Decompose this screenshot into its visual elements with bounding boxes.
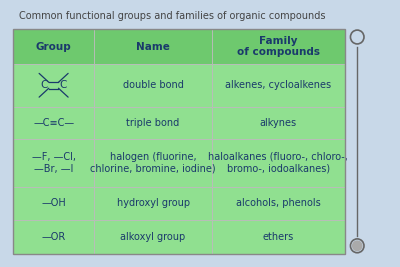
Bar xyxy=(94,187,212,220)
Text: Name: Name xyxy=(136,42,170,52)
Bar xyxy=(212,107,345,139)
Text: —OH: —OH xyxy=(41,198,66,208)
Text: Common functional groups and families of organic compounds: Common functional groups and families of… xyxy=(19,11,325,21)
Text: alkynes: alkynes xyxy=(260,118,297,128)
Bar xyxy=(212,187,345,220)
Text: alkoxyl group: alkoxyl group xyxy=(120,232,186,242)
Text: hydroxyl group: hydroxyl group xyxy=(116,198,190,208)
Bar xyxy=(212,64,345,107)
Bar xyxy=(13,29,345,254)
Bar xyxy=(94,64,212,107)
Text: halogen (fluorine,
chlorine, bromine, iodine): halogen (fluorine, chlorine, bromine, io… xyxy=(90,152,216,174)
Text: Family
of compounds: Family of compounds xyxy=(237,36,320,57)
Bar xyxy=(212,220,345,254)
Text: alkenes, cycloalkenes: alkenes, cycloalkenes xyxy=(225,80,331,90)
Bar xyxy=(212,29,345,64)
Text: —OR: —OR xyxy=(42,232,66,242)
Bar xyxy=(94,29,212,64)
Bar xyxy=(13,29,94,64)
Text: haloalkanes (fluoro-, chloro-,
bromo-, iodoalkanes): haloalkanes (fluoro-, chloro-, bromo-, i… xyxy=(208,152,348,174)
Text: Group: Group xyxy=(36,42,72,52)
Bar xyxy=(94,220,212,254)
Text: triple bond: triple bond xyxy=(126,118,180,128)
Text: —F, —Cl,
—Br, —I: —F, —Cl, —Br, —I xyxy=(32,152,76,174)
Bar xyxy=(94,139,212,187)
Text: C: C xyxy=(40,80,48,90)
Bar xyxy=(13,187,94,220)
Text: C: C xyxy=(60,80,67,90)
Text: —C≡C—: —C≡C— xyxy=(33,118,74,128)
Bar xyxy=(13,139,94,187)
Text: ethers: ethers xyxy=(263,232,294,242)
Text: double bond: double bond xyxy=(123,80,184,90)
Bar xyxy=(13,107,94,139)
Bar xyxy=(13,220,94,254)
Bar xyxy=(212,139,345,187)
Bar xyxy=(13,64,94,107)
Text: alcohols, phenols: alcohols, phenols xyxy=(236,198,321,208)
Circle shape xyxy=(352,240,362,251)
Bar xyxy=(94,107,212,139)
